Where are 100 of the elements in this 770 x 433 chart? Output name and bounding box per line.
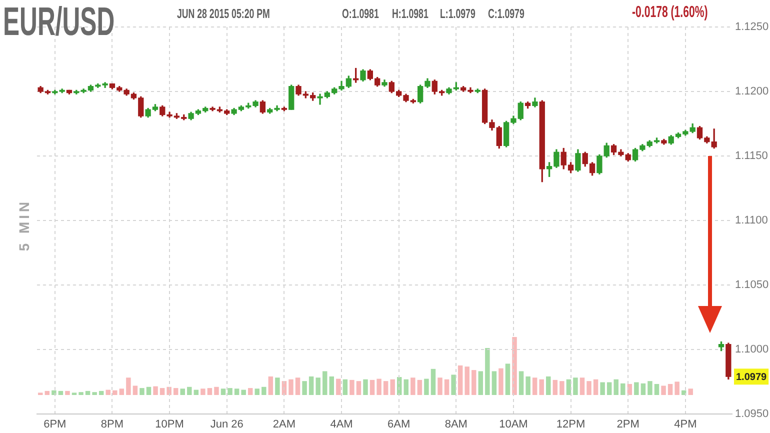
- bar: [370, 380, 375, 395]
- bar: [153, 386, 158, 395]
- bar: [254, 388, 260, 395]
- bar: [187, 386, 192, 395]
- x-tick-label: 4PM: [674, 418, 697, 431]
- text: L:1.0979: [440, 6, 476, 21]
- bar: [44, 390, 50, 395]
- text: O:1.0981: [342, 6, 379, 21]
- bar: [498, 368, 504, 395]
- y-tick-label: 1.1050: [735, 279, 769, 292]
- bar: [342, 379, 348, 395]
- x-tick-label: 10AM: [499, 418, 528, 431]
- x-tick-label: 2PM: [616, 418, 640, 431]
- bar: [526, 376, 530, 395]
- bar: [173, 388, 178, 395]
- bar: [112, 390, 118, 395]
- bar: [166, 386, 172, 395]
- x-tick-label: 12PM: [556, 418, 586, 431]
- bar: [586, 381, 592, 395]
- bar: [140, 388, 144, 395]
- bar: [92, 392, 97, 395]
- bar: [288, 379, 294, 395]
- bar: [512, 337, 517, 395]
- bar: [207, 388, 212, 395]
- bar: [458, 365, 463, 395]
- bar: [430, 368, 436, 395]
- bar: [546, 376, 551, 395]
- bar: [302, 381, 307, 395]
- x-tick-label: Jun 26: [210, 418, 244, 431]
- y-tick-label: 1.1000: [735, 344, 769, 356]
- bar: [322, 371, 328, 395]
- bar: [106, 390, 110, 395]
- bar: [417, 380, 422, 395]
- bar: [180, 388, 185, 395]
- bar: [220, 388, 226, 395]
- text: C:1.0979: [488, 6, 524, 21]
- bar: [350, 380, 354, 395]
- bar: [248, 388, 253, 395]
- bar: [560, 381, 564, 395]
- text: JUN 28 2015 05:20 PM: [177, 6, 270, 21]
- annotation: 1.0979: [736, 372, 768, 383]
- bar: [390, 379, 395, 395]
- bar: [119, 388, 124, 395]
- bar: [614, 379, 618, 395]
- x-tick-label: 4AM: [330, 418, 353, 431]
- bar: [146, 386, 152, 395]
- bar: [58, 390, 64, 395]
- bar: [295, 378, 300, 395]
- x-tick-label: 8AM: [444, 418, 468, 431]
- bar: [492, 371, 497, 395]
- bar: [228, 388, 232, 395]
- bar: [363, 379, 368, 395]
- bar: [308, 376, 314, 395]
- bar: [634, 382, 639, 395]
- bar: [674, 382, 680, 395]
- bar: [316, 378, 320, 395]
- x-tick-label: 6AM: [388, 418, 410, 431]
- bar: [262, 386, 266, 395]
- bar: [160, 388, 165, 395]
- bar: [424, 378, 429, 395]
- bar: [648, 381, 652, 395]
- bar: [438, 378, 442, 395]
- bar: [485, 348, 490, 395]
- bar: [275, 378, 280, 395]
- bar: [52, 390, 56, 395]
- bar: [200, 388, 206, 395]
- bar: [241, 390, 246, 395]
- x-tick-label: 8PM: [100, 418, 124, 431]
- bar: [552, 380, 558, 395]
- bar: [85, 390, 90, 395]
- bar: [661, 386, 666, 395]
- bar: [132, 386, 138, 395]
- bar: [478, 371, 484, 395]
- bar: [518, 371, 524, 395]
- y-tick-label: 1.1250: [735, 21, 769, 34]
- bar: [472, 370, 476, 395]
- bar: [444, 379, 450, 395]
- bar: [580, 378, 585, 395]
- bar: [464, 366, 470, 395]
- text: -0.0178 (1.60%): [632, 4, 708, 21]
- bar: [532, 378, 538, 395]
- x-tick-label: 10PM: [155, 418, 184, 431]
- bar: [356, 381, 362, 395]
- y-tick-label: 1.0950: [735, 408, 769, 420]
- bar: [593, 379, 598, 395]
- y-tick-label: 1.1150: [735, 150, 768, 162]
- bar: [606, 382, 612, 395]
- bar: [126, 378, 131, 395]
- chart-title: EUR/USD: [3, 0, 115, 44]
- text: H:1.0981: [392, 6, 428, 21]
- x-tick-label: 6PM: [44, 418, 66, 431]
- bar: [505, 364, 510, 395]
- bar: [78, 392, 84, 395]
- y-tick-label: 1.1100: [735, 214, 768, 227]
- bar: [600, 382, 605, 395]
- bar: [404, 379, 409, 395]
- bar: [668, 384, 673, 395]
- bar: [336, 378, 341, 395]
- bar: [573, 378, 578, 395]
- text: 5 MIN: [16, 198, 32, 252]
